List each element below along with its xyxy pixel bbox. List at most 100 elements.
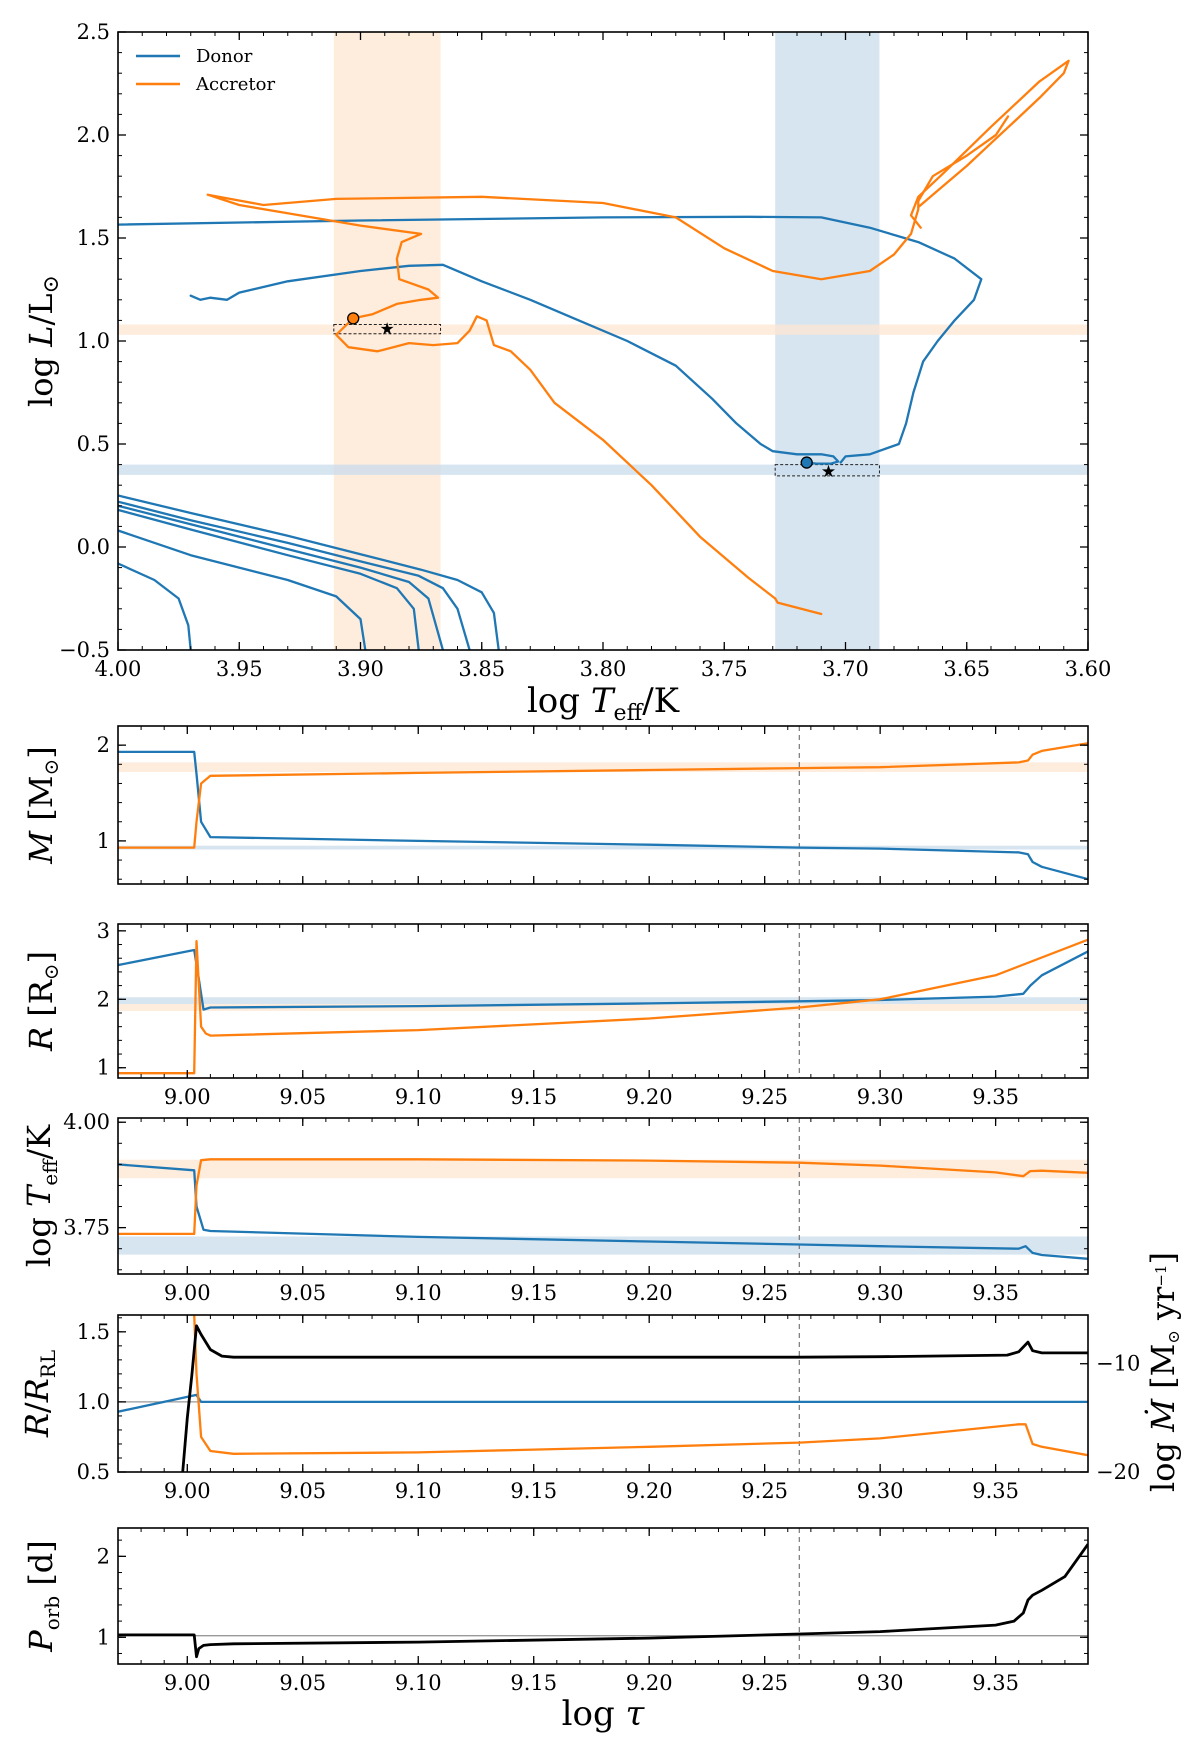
hrd-x-tick-label: 3.80 — [580, 657, 627, 681]
porb-y-tick-label: 2 — [97, 1544, 110, 1568]
hrd-x-tick-label: 3.70 — [822, 657, 869, 681]
label-part: / — [18, 1402, 56, 1413]
hrd-donor-track-0 — [118, 494, 500, 650]
rlof-plot-area — [118, 1315, 1088, 1472]
radius-x-tick-label: 9.20 — [626, 1085, 673, 1109]
label-part: orb — [40, 1596, 64, 1630]
porb-xlabel: log τ — [562, 1694, 646, 1734]
mass-donor-line — [118, 750, 1088, 881]
porb-x-tick-label: 9.10 — [395, 1671, 442, 1695]
rlof-y-tick-label: 0.5 — [77, 1460, 110, 1484]
label-part: −1 — [1152, 1265, 1170, 1287]
hrd-donor-track-6 — [189, 263, 840, 465]
hrd-accretor-observed-star: ★ — [380, 320, 395, 340]
rlof-mass-transfer-rate-line — [181, 1324, 1088, 1472]
porb-y-tick-label: 1 — [97, 1625, 110, 1649]
label-part: P — [22, 1630, 60, 1653]
label-part: R — [18, 1413, 56, 1438]
hrd-accretor-track-2 — [206, 115, 1010, 320]
teff-ylabel: log Teff/K — [20, 1124, 62, 1267]
hrd-donor-teff-band — [775, 32, 880, 650]
rlof-ylabel-right: log Ṁ [M⊙ yr−1] — [1144, 1252, 1183, 1492]
porb-orbital-period-line — [118, 1543, 1088, 1659]
radius-x-tick-label: 9.25 — [741, 1085, 788, 1109]
teff-donor-line — [118, 1163, 1088, 1260]
mass-plot-area — [118, 726, 1088, 884]
hrd-y-tick-label: −0.5 — [59, 638, 110, 662]
label-part: log — [22, 347, 60, 407]
porb-x-tick-label: 9.05 — [279, 1671, 326, 1695]
rlof-x-tick-label: 9.05 — [279, 1479, 326, 1503]
hrd-donor-track-3 — [118, 508, 420, 650]
hrd-x-tick-label: 3.75 — [701, 657, 748, 681]
hrd-y-tick-label: 0.0 — [77, 535, 110, 559]
rlof-accretor-line — [193, 1315, 1088, 1457]
hrd-x-tick-label: 3.65 — [943, 657, 990, 681]
teff-x-tick-label: 9.35 — [972, 1281, 1019, 1305]
label-part: [M — [22, 776, 60, 831]
hrd-ylabel: log L/L⊙ — [22, 275, 64, 407]
hrd-axes-frame — [117, 31, 1089, 651]
teff-x-tick-label: 9.30 — [857, 1281, 904, 1305]
porb-x-tick-label: 9.35 — [972, 1671, 1019, 1695]
label-part: log — [562, 1694, 626, 1734]
teff-y-tick-label: 4.00 — [63, 1110, 110, 1134]
hrd-accretor-teff-band — [333, 32, 441, 650]
hrd-y-tick-label: 2.0 — [77, 123, 110, 147]
label-part: ⊙ — [39, 759, 63, 776]
label-part: [d] — [22, 1540, 60, 1596]
rlof-x-tick-label: 9.25 — [741, 1479, 788, 1503]
rlof-y-right-tick-label: −20 — [1096, 1460, 1140, 1484]
hrd-x-tick-label: 3.85 — [458, 657, 505, 681]
porb-x-tick-label: 9.30 — [857, 1671, 904, 1695]
rlof-y-tick-label: 1.0 — [77, 1390, 110, 1414]
hrd-donor-track-1 — [118, 500, 471, 650]
rlof-ylabel: R/RRL — [18, 1350, 60, 1438]
teff-accretor-line — [118, 1158, 1088, 1236]
label-part: τ — [626, 1694, 646, 1734]
hrd-donor-track-2 — [118, 504, 445, 650]
mass-ylabel: M [M⊙] — [22, 746, 63, 864]
label-part: T — [591, 681, 616, 721]
rlof-x-tick-label: 9.15 — [510, 1479, 557, 1503]
radius-x-tick-label: 9.35 — [972, 1085, 1019, 1109]
label-part: /L — [22, 294, 60, 326]
hrd-donor-track-4 — [118, 529, 367, 650]
label-part: Ṁ — [1144, 1398, 1182, 1433]
hrd-x-tick-label: 3.60 — [1065, 657, 1112, 681]
teff-x-tick-label: 9.05 — [279, 1281, 326, 1305]
label-part: ⊙ — [39, 963, 63, 980]
hrd-y-tick-label: 1.0 — [77, 329, 110, 353]
porb-x-tick-label: 9.15 — [510, 1671, 557, 1695]
hrd-donor-observed-star: ★ — [821, 462, 836, 482]
rlof-x-tick-label: 9.35 — [972, 1479, 1019, 1503]
label-part: T — [20, 1183, 58, 1207]
radius-donor-band — [118, 997, 1088, 1005]
rlof-donor-line — [118, 1393, 1088, 1413]
label-part: L — [22, 326, 60, 348]
legend-donor-label: Donor — [196, 46, 253, 67]
hrd-donor-track-5 — [118, 562, 192, 650]
label-part: R — [22, 1027, 60, 1052]
label-part: RL — [36, 1350, 60, 1378]
radius-accretor-line — [118, 938, 1088, 1075]
mass-y-tick-label: 1 — [97, 829, 110, 853]
teff-x-tick-label: 9.20 — [626, 1281, 673, 1305]
teff-plot-area — [118, 1118, 1088, 1274]
mass-accretor-band — [118, 762, 1088, 772]
radius-ylabel: R [R⊙] — [22, 951, 63, 1052]
hrd-x-tick-label: 3.90 — [337, 657, 384, 681]
rlof-y-tick-label: 1.5 — [77, 1320, 110, 1344]
label-part: log — [1144, 1432, 1182, 1492]
label-part: ] — [1144, 1252, 1182, 1264]
hrd-donor-track-7 — [118, 215, 983, 464]
teff-x-tick-label: 9.00 — [164, 1281, 211, 1305]
label-part: R — [18, 1378, 56, 1403]
label-part: [R — [22, 979, 60, 1027]
teff-y-tick-label: 3.75 — [63, 1216, 110, 1240]
hrd-accretor-track-1 — [335, 315, 777, 600]
rlof-x-tick-label: 9.30 — [857, 1479, 904, 1503]
porb-plot-area — [118, 1528, 1088, 1664]
rlof-x-tick-label: 9.10 — [395, 1479, 442, 1503]
